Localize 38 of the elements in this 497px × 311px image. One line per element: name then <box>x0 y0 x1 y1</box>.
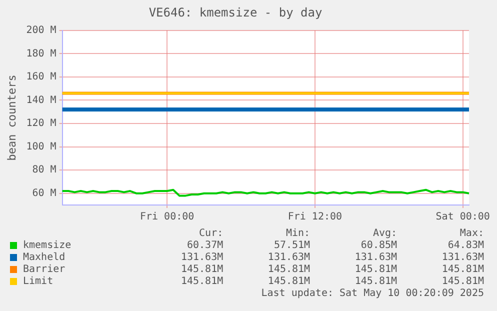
text: Last update: Sat May 10 00:20:09 2025 <box>260 288 484 300</box>
y-tick-label: 100 M <box>26 141 56 152</box>
text: 145.81M <box>266 276 310 288</box>
text: 145.81M <box>266 264 310 276</box>
text: 145.81M <box>354 264 398 276</box>
legend-label: Barrier <box>22 264 66 276</box>
x-tick-label: Sat 00:00 <box>436 212 490 223</box>
y-tick-label: 80 M <box>32 164 56 176</box>
x-tick-label: Fri 12:00 <box>288 212 342 223</box>
text: 131.63M <box>180 252 224 264</box>
text: 60.85M <box>360 240 398 252</box>
text: Min: <box>284 228 310 240</box>
text: 145.81M <box>180 276 224 288</box>
text: Cur: <box>198 228 224 240</box>
x-tick-label: Fri 00:00 <box>140 212 194 223</box>
text: 60.37M <box>186 240 224 252</box>
legend-label: Limit <box>22 276 54 288</box>
y-tick-label: 140 M <box>26 94 56 106</box>
legend-label: kmemsize <box>22 240 72 252</box>
y-tick-label: 160 M <box>26 72 56 83</box>
text: Avg: <box>372 228 398 240</box>
text: 57.51M <box>272 240 310 252</box>
y-tick-label: 180 M <box>26 48 56 60</box>
text: 145.81M <box>440 264 484 276</box>
y-axis-title: bean counters <box>5 74 18 161</box>
text: 64.83M <box>446 240 484 252</box>
y-tick-label: 200 M <box>26 24 56 36</box>
text: 145.81M <box>440 276 484 288</box>
text: 131.63M <box>440 252 484 264</box>
chart-title: VE646: kmemsize - by day <box>148 5 322 20</box>
text: 131.63M <box>354 252 398 264</box>
text: 131.63M <box>266 252 310 264</box>
y-tick-label: 120 M <box>26 118 56 130</box>
text: 145.81M <box>354 276 398 288</box>
y-tick-label: 60 M <box>32 188 56 199</box>
legend-label: Maxheld <box>22 252 66 264</box>
text: Max: <box>458 228 484 240</box>
text: 145.81M <box>180 264 224 276</box>
